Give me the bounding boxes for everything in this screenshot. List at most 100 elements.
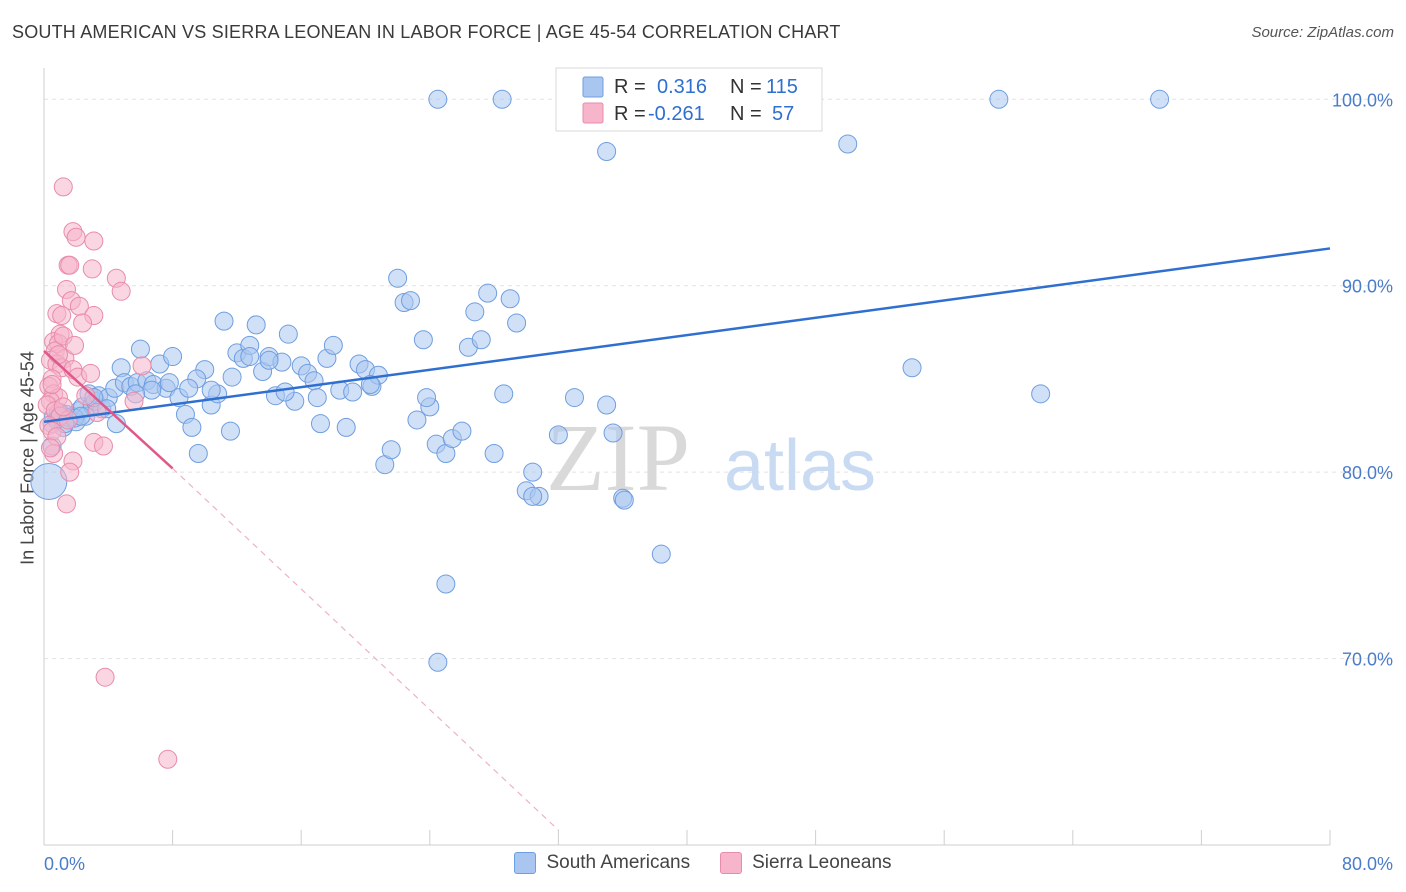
- chart-source: Source: ZipAtlas.com: [1251, 24, 1394, 41]
- point-south-american: [307, 388, 327, 408]
- bottom-legend-swatch-south-americans: [514, 852, 537, 874]
- x-tick-label-right: 80.0%: [1342, 854, 1393, 874]
- point-south-american: [523, 486, 543, 506]
- point-south-american: [407, 410, 427, 430]
- point-south-american: [484, 444, 504, 463]
- point-south-american: [159, 373, 179, 393]
- point-south-american: [597, 141, 617, 161]
- point-sierra-leonean: [40, 438, 60, 458]
- point-sierra-leonean: [93, 436, 113, 456]
- point-south-american: [188, 444, 208, 463]
- point-south-american: [428, 652, 448, 672]
- point-south-american: [275, 382, 295, 402]
- point-south-american: [163, 347, 183, 367]
- point-south-american: [259, 350, 279, 370]
- trend-lines: [43, 247, 1331, 831]
- point-south-american: [436, 574, 456, 594]
- watermark: ZIP atlas: [546, 404, 876, 511]
- point-south-american: [478, 283, 498, 303]
- point-sierra-leonean: [42, 375, 62, 395]
- point-south-american: [220, 421, 240, 441]
- point-sierra-leonean: [48, 345, 68, 365]
- point-sierra-leonean: [57, 494, 77, 514]
- point-sierra-leonean: [132, 356, 152, 376]
- bottom-legend: South Americans Sierra Leoneans: [0, 852, 1406, 874]
- point-south-american: [597, 395, 617, 415]
- point-south-american: [142, 380, 162, 400]
- point-south-american: [428, 89, 448, 109]
- y-tick-label: 70.0%: [1342, 650, 1393, 670]
- point-south-american: [1150, 89, 1170, 109]
- grid-lines: [44, 98, 1390, 660]
- point-south-american: [179, 378, 199, 398]
- point-south-american: [381, 440, 401, 460]
- point-south-american: [603, 423, 623, 443]
- bottom-legend-item-sierra-leoneans: Sierra Leoneans: [720, 852, 892, 874]
- trend-line-extension-sierra-leoneans: [172, 467, 559, 831]
- point-sierra-leonean: [73, 313, 93, 333]
- bottom-legend-label-south-americans: South Americans: [546, 852, 691, 873]
- point-south-american: [278, 324, 298, 344]
- legend-swatch-sierra-leoneans: [582, 102, 604, 124]
- point-south-american: [494, 384, 514, 404]
- point-sierra-leonean: [60, 255, 80, 275]
- point-south-american: [343, 382, 363, 402]
- bottom-legend-swatch-sierra-leoneans: [720, 852, 743, 874]
- legend-n-value-0: 115: [766, 76, 798, 98]
- legend-r-value-0: 0.316: [657, 76, 707, 98]
- point-south-american: [507, 313, 527, 333]
- point-sierra-leonean: [53, 177, 73, 197]
- point-south-american: [240, 347, 260, 367]
- y-tick-label: 90.0%: [1342, 277, 1393, 297]
- point-south-american: [336, 417, 356, 437]
- point-sierra-leonean: [52, 306, 72, 326]
- point-south-american: [465, 302, 485, 322]
- legend-n-label-0: N =: [730, 76, 762, 98]
- trend-line-south-americans: [43, 247, 1331, 424]
- point-south-american: [310, 414, 330, 434]
- legend-r-value-1: -0.261: [648, 103, 705, 125]
- point-south-american: [246, 315, 266, 335]
- point-south-american: [614, 490, 634, 510]
- point-south-american: [388, 268, 408, 288]
- point-sierra-leonean: [65, 335, 85, 355]
- point-south-american: [651, 544, 671, 564]
- point-south-american: [471, 330, 491, 350]
- point-south-american: [417, 388, 437, 408]
- watermark-atlas: atlas: [724, 426, 876, 506]
- bottom-legend-item-south-americans: South Americans: [514, 852, 690, 874]
- point-south-american: [401, 291, 421, 311]
- point-south-american: [214, 311, 234, 331]
- series-sierra-leoneans: [37, 177, 178, 769]
- point-sierra-leonean: [95, 667, 115, 687]
- point-sierra-leonean: [84, 231, 104, 251]
- point-south-american: [564, 388, 584, 408]
- point-sierra-leonean: [81, 363, 101, 383]
- point-sierra-leonean: [111, 281, 131, 301]
- point-south-american: [523, 462, 543, 482]
- point-south-american: [492, 89, 512, 109]
- point-south-american: [452, 421, 472, 441]
- point-south-american: [413, 330, 433, 350]
- point-south-american: [222, 367, 242, 387]
- point-sierra-leonean: [158, 749, 178, 769]
- legend-box: R = 0.316 N = 115 R = -0.261 N = 57: [555, 67, 823, 132]
- trend-line-sierra-leoneans: [43, 350, 174, 470]
- legend-n-label-1: N =: [730, 103, 762, 125]
- legend-swatch-south-americans: [582, 76, 604, 98]
- point-south-american: [500, 289, 520, 309]
- point-south-american: [323, 335, 343, 355]
- x-tick-label-left: 0.0%: [44, 854, 85, 874]
- point-south-american: [1031, 384, 1051, 404]
- series-south-americans: [30, 89, 1170, 672]
- point-sierra-leonean: [60, 462, 80, 482]
- point-sierra-leonean: [66, 227, 86, 247]
- point-south-american: [902, 358, 922, 378]
- point-south-american: [360, 375, 380, 395]
- point-south-american: [548, 425, 568, 445]
- point-south-american: [182, 417, 202, 437]
- point-sierra-leonean: [82, 259, 102, 279]
- point-sierra-leonean: [53, 397, 73, 417]
- point-south-american: [201, 380, 221, 400]
- y-tick-label: 80.0%: [1342, 463, 1393, 483]
